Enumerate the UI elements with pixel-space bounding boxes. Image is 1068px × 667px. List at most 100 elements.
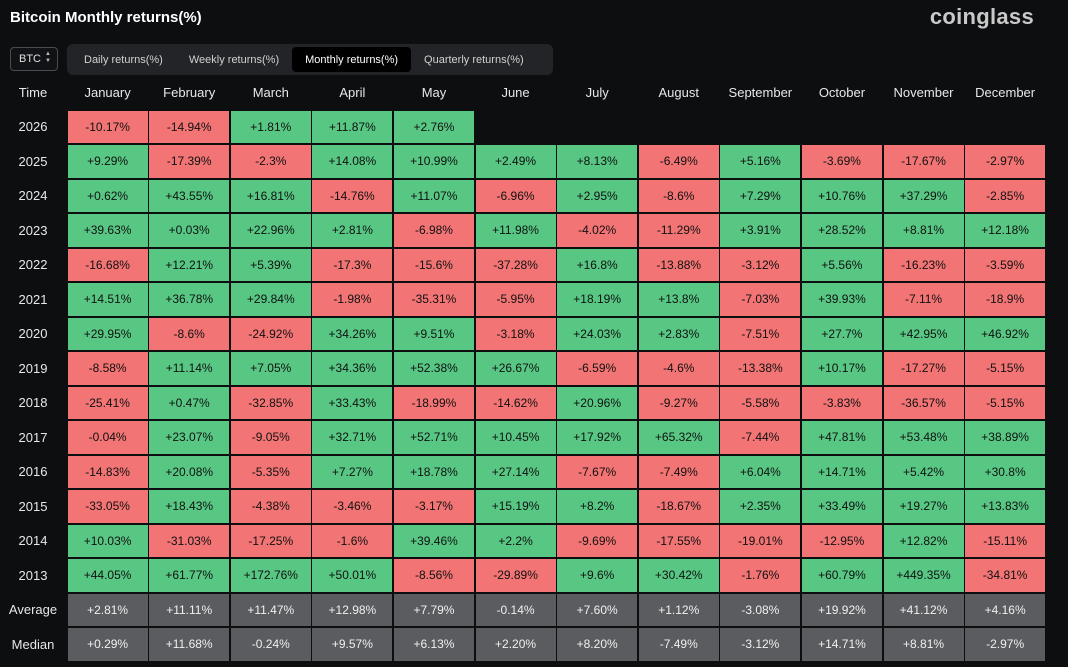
month-header: August <box>658 84 699 100</box>
return-cell: -8.58% <box>67 352 148 385</box>
return-cell: -8.6% <box>638 179 719 212</box>
return-cell: +2.95% <box>557 179 638 212</box>
return-cell: +2.2% <box>475 524 556 557</box>
summary-cell: +8.20% <box>557 628 638 661</box>
return-cell: -7.11% <box>883 283 964 316</box>
summary-cell: -0.14% <box>475 593 556 626</box>
return-cell <box>802 111 882 144</box>
return-cell: +39.46% <box>393 524 474 557</box>
return-cell: -6.96% <box>475 179 556 212</box>
month-header: February <box>163 84 216 100</box>
return-cell: +14.51% <box>67 283 148 316</box>
return-cell <box>639 111 719 144</box>
year-label: 2022 <box>18 257 48 273</box>
return-cell: -10.17% <box>67 110 148 143</box>
return-cell: +5.16% <box>720 145 801 178</box>
summary-cell: +12.98% <box>312 593 393 626</box>
return-cell: -3.46% <box>312 490 393 523</box>
return-cell: +42.95% <box>883 317 964 350</box>
month-header: September <box>728 84 793 100</box>
year-label: 2020 <box>18 326 48 342</box>
return-cell: +43.55% <box>149 179 230 212</box>
return-cell <box>884 111 964 144</box>
return-cell: +10.17% <box>801 352 882 385</box>
tab-weekly-returns[interactable]: Weekly returns(%) <box>188 53 280 66</box>
return-cell: -29.89% <box>475 559 556 592</box>
return-cell: +19.27% <box>883 490 964 523</box>
summary-cell: -7.49% <box>638 628 719 661</box>
return-cell: +5.56% <box>801 248 882 281</box>
return-cell: -3.59% <box>965 248 1046 281</box>
return-cell: +34.26% <box>312 317 393 350</box>
return-cell: +14.71% <box>801 455 882 488</box>
return-cell: -2.85% <box>965 179 1046 212</box>
summary-cell: -3.08% <box>720 593 801 626</box>
return-cell: -3.12% <box>720 248 801 281</box>
return-cell: +52.71% <box>393 421 474 454</box>
return-cell: +1.81% <box>230 110 311 143</box>
return-cell: -4.38% <box>230 490 311 523</box>
return-cell: -12.95% <box>801 524 882 557</box>
return-cell: +32.71% <box>312 421 393 454</box>
return-cell: +2.81% <box>312 214 393 247</box>
return-cell: +13.83% <box>965 490 1046 523</box>
return-cell: +12.82% <box>883 524 964 557</box>
return-cell: +37.29% <box>883 179 964 212</box>
return-cell: -5.15% <box>965 352 1046 385</box>
monthly-returns-table: Time January February March April May June July… <box>0 76 1046 661</box>
month-header: June <box>501 84 530 100</box>
return-cell: -17.3% <box>312 248 393 281</box>
return-cell: -5.35% <box>230 455 311 488</box>
return-cell: +11.87% <box>312 110 393 143</box>
month-header: October <box>818 84 866 100</box>
updown-chevron-icon: ▲ ▼ <box>45 51 51 64</box>
return-cell: -8.56% <box>393 559 474 592</box>
return-period-tabs: Daily returns(%) Weekly returns(%) Month… <box>67 44 553 75</box>
return-cell: +10.76% <box>801 179 882 212</box>
return-cell: -33.05% <box>67 490 148 523</box>
return-cell: +0.62% <box>67 179 148 212</box>
return-cell: -36.57% <box>883 386 964 419</box>
year-label: 2017 <box>18 429 48 445</box>
year-label: 2023 <box>18 222 48 238</box>
return-cell: +23.07% <box>149 421 230 454</box>
return-cell: +12.21% <box>149 248 230 281</box>
return-cell: +8.13% <box>557 145 638 178</box>
return-cell: +26.67% <box>475 352 556 385</box>
return-cell: +20.96% <box>557 386 638 419</box>
summary-label: Median <box>11 636 55 652</box>
return-cell: +18.78% <box>393 455 474 488</box>
return-cell: +24.03% <box>557 317 638 350</box>
return-cell: +6.04% <box>720 455 801 488</box>
return-cell: +2.83% <box>638 317 719 350</box>
return-cell: +60.79% <box>801 559 882 592</box>
tab-daily-returns[interactable]: Daily returns(%) <box>84 53 163 66</box>
year-label: 2026 <box>18 119 48 135</box>
return-cell: -4.02% <box>557 214 638 247</box>
return-cell: +47.81% <box>801 421 882 454</box>
return-cell: -6.49% <box>638 145 719 178</box>
return-cell: +39.93% <box>801 283 882 316</box>
month-header: March <box>252 84 289 100</box>
return-cell: -14.76% <box>312 179 393 212</box>
return-cell: +5.39% <box>230 248 311 281</box>
return-cell: -17.27% <box>883 352 964 385</box>
return-cell: -14.62% <box>475 386 556 419</box>
return-cell: +36.78% <box>149 283 230 316</box>
summary-cell: +2.20% <box>475 628 556 661</box>
tab-quarterly-returns[interactable]: Quarterly returns(%) <box>424 53 524 66</box>
return-cell: -3.17% <box>393 490 474 523</box>
year-label: 2014 <box>18 533 48 549</box>
month-header: July <box>585 84 609 100</box>
return-cell: +30.42% <box>638 559 719 592</box>
return-cell: +20.08% <box>149 455 230 488</box>
return-cell: +8.2% <box>557 490 638 523</box>
return-cell: +10.45% <box>475 421 556 454</box>
tab-monthly-returns[interactable]: Monthly returns(%) <box>292 47 412 72</box>
return-cell: -7.51% <box>720 317 801 350</box>
return-cell: -16.23% <box>883 248 964 281</box>
asset-select[interactable]: BTC ▲ ▼ <box>10 47 58 71</box>
summary-cell: +1.12% <box>638 593 719 626</box>
summary-cell: +7.60% <box>557 593 638 626</box>
return-cell: +449.35% <box>883 559 964 592</box>
